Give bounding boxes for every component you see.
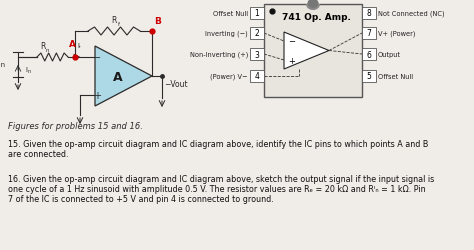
Bar [362,28,376,40]
Bar [362,49,376,61]
Bar [362,71,376,83]
Text: −: − [289,37,295,46]
Text: Vin: Vin [0,62,6,68]
Text: 6: 6 [366,50,372,59]
Text: +: + [93,91,101,101]
Bar [250,71,264,83]
Polygon shape [284,33,329,70]
Text: +: + [289,56,295,65]
Text: −: − [93,53,101,63]
Text: Offset Null: Offset Null [378,74,413,80]
Text: Not Connected (NC): Not Connected (NC) [378,11,445,17]
Text: R: R [111,16,117,25]
Text: B: B [154,17,161,26]
Text: 16. Given the op-amp circuit diagram and IC diagram above, sketch the output sig: 16. Given the op-amp circuit diagram and… [8,174,434,183]
Text: Figures for problems 15 and 16.: Figures for problems 15 and 16. [8,122,143,130]
Text: A: A [113,71,123,84]
Bar [250,28,264,40]
Text: 1: 1 [255,10,259,18]
Text: A: A [69,40,75,49]
Text: 7 of the IC is connected to +5 V and pin 4 is connected to ground.: 7 of the IC is connected to +5 V and pin… [8,194,274,203]
Text: 741 Op. Amp.: 741 Op. Amp. [282,13,350,22]
Text: V+ (Power): V+ (Power) [378,31,416,37]
Text: f: f [118,22,120,27]
Text: 5: 5 [366,72,372,81]
Text: Inverting (−): Inverting (−) [205,31,248,37]
Polygon shape [95,47,152,106]
Text: 15. Given the op-amp circuit diagram and IC diagram above, identify the IC pins : 15. Given the op-amp circuit diagram and… [8,140,428,148]
Text: Offset Null: Offset Null [213,11,248,17]
Text: (Power) V−: (Power) V− [210,74,248,80]
Text: 7: 7 [366,30,372,38]
Text: n: n [28,69,31,74]
Text: Iᵣ: Iᵣ [77,43,81,49]
Text: one cycle of a 1 Hz sinusoid with amplitude 0.5 V. The resistor values are Rₑ = : one cycle of a 1 Hz sinusoid with amplit… [8,184,426,193]
Text: Output: Output [378,52,401,58]
Bar [362,8,376,20]
Text: 3: 3 [255,50,259,59]
Text: n: n [46,48,49,53]
Circle shape [308,0,318,10]
Text: R: R [40,42,46,51]
Bar [264,5,362,98]
Bar [250,8,264,20]
Text: 8: 8 [366,10,371,18]
Bar [250,49,264,61]
Text: I: I [25,67,27,73]
Text: −Vout: −Vout [164,80,188,89]
Text: Non-Inverting (+): Non-Inverting (+) [190,52,248,58]
Text: 2: 2 [255,30,259,38]
Text: 4: 4 [255,72,259,81]
Text: are connected.: are connected. [8,150,69,158]
